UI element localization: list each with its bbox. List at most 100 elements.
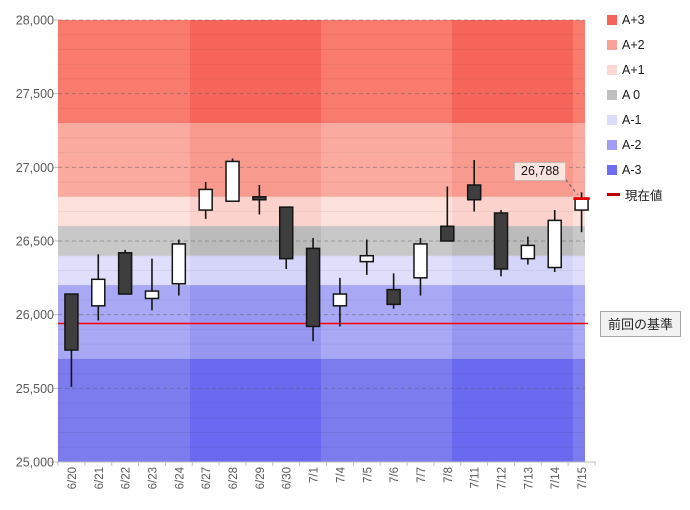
legend-label: A-1 xyxy=(622,112,642,127)
zone-a-3 xyxy=(321,20,452,124)
callout-leader-line xyxy=(561,174,579,195)
candle-6-30 xyxy=(278,206,294,269)
zone-a-0 xyxy=(58,226,190,256)
zone-a-3 xyxy=(573,358,585,462)
zone-swatch-icon xyxy=(607,39,617,50)
y-axis-labels: 28,000 27,500 27,000 26,500 26,000 25,500 25,0… xyxy=(16,14,54,470)
baseline-label-box: 前回の基準 xyxy=(600,311,682,337)
zone-a-3 xyxy=(452,20,573,124)
candle-6-27 xyxy=(198,182,213,219)
x-label-7-15: 7/15 xyxy=(577,467,589,489)
current-value-dash-icon xyxy=(607,192,620,197)
x-label-6-30: 6/30 xyxy=(282,467,294,489)
zone-swatch-icon xyxy=(607,139,617,150)
zone-a-2 xyxy=(58,123,190,197)
candle-7-7 xyxy=(413,238,428,296)
zone-a-3 xyxy=(452,358,573,462)
zone-a-0 xyxy=(321,226,452,256)
zone-a-3 xyxy=(321,358,452,462)
x-label-6-24: 6/24 xyxy=(174,466,186,489)
zone-a-2 xyxy=(58,285,190,359)
zone-a-3 xyxy=(190,358,321,462)
legend-item-現在値: 現在値 xyxy=(607,182,663,207)
zone-swatch-icon xyxy=(607,114,617,125)
zone-a-3 xyxy=(58,20,190,124)
y-label-28000: 28,000 xyxy=(16,14,54,28)
zone-a-2 xyxy=(321,123,452,197)
legend-item-a-1: A-1 xyxy=(607,107,663,132)
candle-6-21 xyxy=(91,254,106,321)
zone-a-1 xyxy=(321,196,452,227)
zone-a-1 xyxy=(573,255,585,286)
candle-7-11 xyxy=(466,159,482,212)
callout xyxy=(561,174,579,195)
candle-6-20 xyxy=(64,293,79,387)
zone-a-2 xyxy=(190,285,321,359)
zone-a-2 xyxy=(190,123,321,197)
candle-7-15 xyxy=(573,192,590,233)
y-label-25000: 25,000 xyxy=(16,456,54,470)
x-label-7-8: 7/8 xyxy=(443,467,455,483)
y-label-26000: 26,000 xyxy=(16,308,54,322)
candle-6-23 xyxy=(144,258,160,311)
x-axis-labels: 6/20 6/21 6/22 6/23 6/24 6/27 6/28 6/29 6/30 7/1 7… xyxy=(67,466,589,489)
x-label-7-11: 7/11 xyxy=(470,467,482,489)
candle-6-24 xyxy=(171,239,187,296)
current-value-callout: 26,788 xyxy=(514,162,567,181)
zone-a-2 xyxy=(573,123,585,197)
axes xyxy=(50,19,596,466)
candle-7-4 xyxy=(332,277,348,327)
gridlines xyxy=(58,19,585,448)
x-label-6-29: 6/29 xyxy=(255,467,267,489)
candle-7-12 xyxy=(493,210,509,277)
legend-item-a-3: A+3 xyxy=(607,7,663,32)
zone-a-2 xyxy=(573,285,585,359)
y-label-25500: 25,500 xyxy=(16,382,54,396)
x-label-6-28: 6/28 xyxy=(228,467,240,489)
x-label-7-13: 7/13 xyxy=(523,467,535,489)
legend-label: 現在値 xyxy=(625,189,663,203)
x-label-6-20: 6/20 xyxy=(67,467,79,489)
zone-a-1 xyxy=(190,255,321,286)
y-label-27000: 27,000 xyxy=(16,161,54,175)
legend-item-a-3: A-3 xyxy=(607,157,663,182)
legend-label: A+1 xyxy=(622,62,645,77)
zone-a-1 xyxy=(58,196,190,227)
legend-label: A-3 xyxy=(622,162,642,177)
zone-a-3 xyxy=(190,20,321,124)
x-label-7-7: 7/7 xyxy=(416,467,428,483)
zone-a-0 xyxy=(190,226,321,256)
x-label-6-27: 6/27 xyxy=(201,467,213,489)
y-label-27500: 27,500 xyxy=(16,87,54,101)
zone-a-0 xyxy=(573,226,585,256)
x-label-7-6: 7/6 xyxy=(389,467,401,483)
candle-6-22 xyxy=(117,249,133,295)
zone-a-2 xyxy=(452,285,573,359)
candle-7-5 xyxy=(359,239,375,275)
legend-item-a-0: A 0 xyxy=(607,82,663,107)
legend-label: A 0 xyxy=(622,87,641,102)
candle-7-1 xyxy=(305,238,321,342)
x-label-6-21: 6/21 xyxy=(94,467,106,489)
legend-label: A-2 xyxy=(622,137,642,152)
zone-a-3 xyxy=(58,358,190,462)
x-label-7-4: 7/4 xyxy=(335,466,347,483)
zone-swatch-icon xyxy=(607,14,617,25)
legend-label: A+2 xyxy=(622,37,645,52)
zone-a-3 xyxy=(573,20,585,124)
x-label-7-5: 7/5 xyxy=(362,467,374,483)
zone-swatch-icon xyxy=(607,164,617,175)
legend: A+3 A+2 A+1 A 0 A-1 A-2 A-3 現在値 xyxy=(607,7,663,207)
candle-7-6 xyxy=(386,273,401,309)
candles xyxy=(64,158,590,387)
legend-item-a-1: A+1 xyxy=(607,57,663,82)
zone-a-1 xyxy=(321,255,452,286)
candle-7-8 xyxy=(440,186,455,242)
zone-swatch-icon xyxy=(607,64,617,75)
x-label-6-23: 6/23 xyxy=(147,467,159,489)
y-label-26500: 26,500 xyxy=(16,235,54,249)
candle-6-29 xyxy=(252,185,267,215)
candle-7-14 xyxy=(547,210,562,272)
candle-6-28 xyxy=(225,158,240,202)
